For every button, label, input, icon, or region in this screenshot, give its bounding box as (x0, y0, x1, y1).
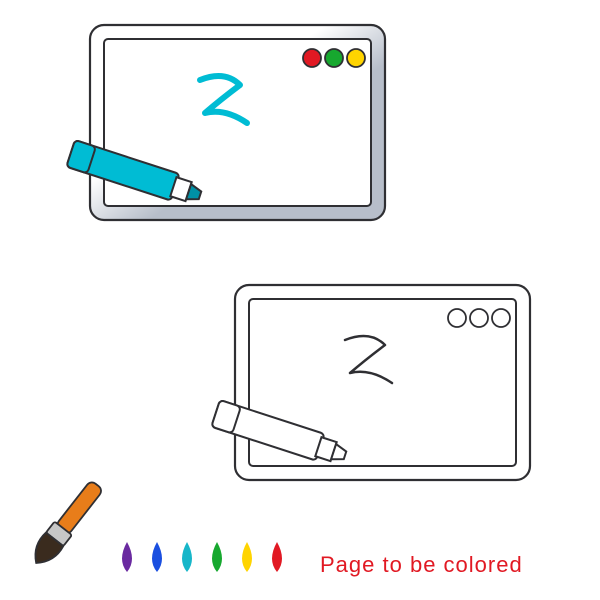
colored-whiteboard (60, 10, 420, 270)
drop-blue (152, 542, 162, 572)
drop-cyan (182, 542, 192, 572)
magnet-dot-red (303, 49, 321, 67)
magnet-dot-yellow (347, 49, 365, 67)
coloring-page: Page to be colored (0, 0, 600, 600)
drop-green (212, 542, 222, 572)
drop-red (272, 542, 282, 572)
drop-purple (122, 542, 132, 572)
drop-yellow (242, 542, 252, 572)
page-caption: Page to be colored (320, 552, 523, 578)
magnet-dot-green (325, 49, 343, 67)
paint-brush-icon (8, 472, 128, 592)
color-drops (115, 538, 315, 580)
outline-whiteboard (205, 270, 565, 530)
